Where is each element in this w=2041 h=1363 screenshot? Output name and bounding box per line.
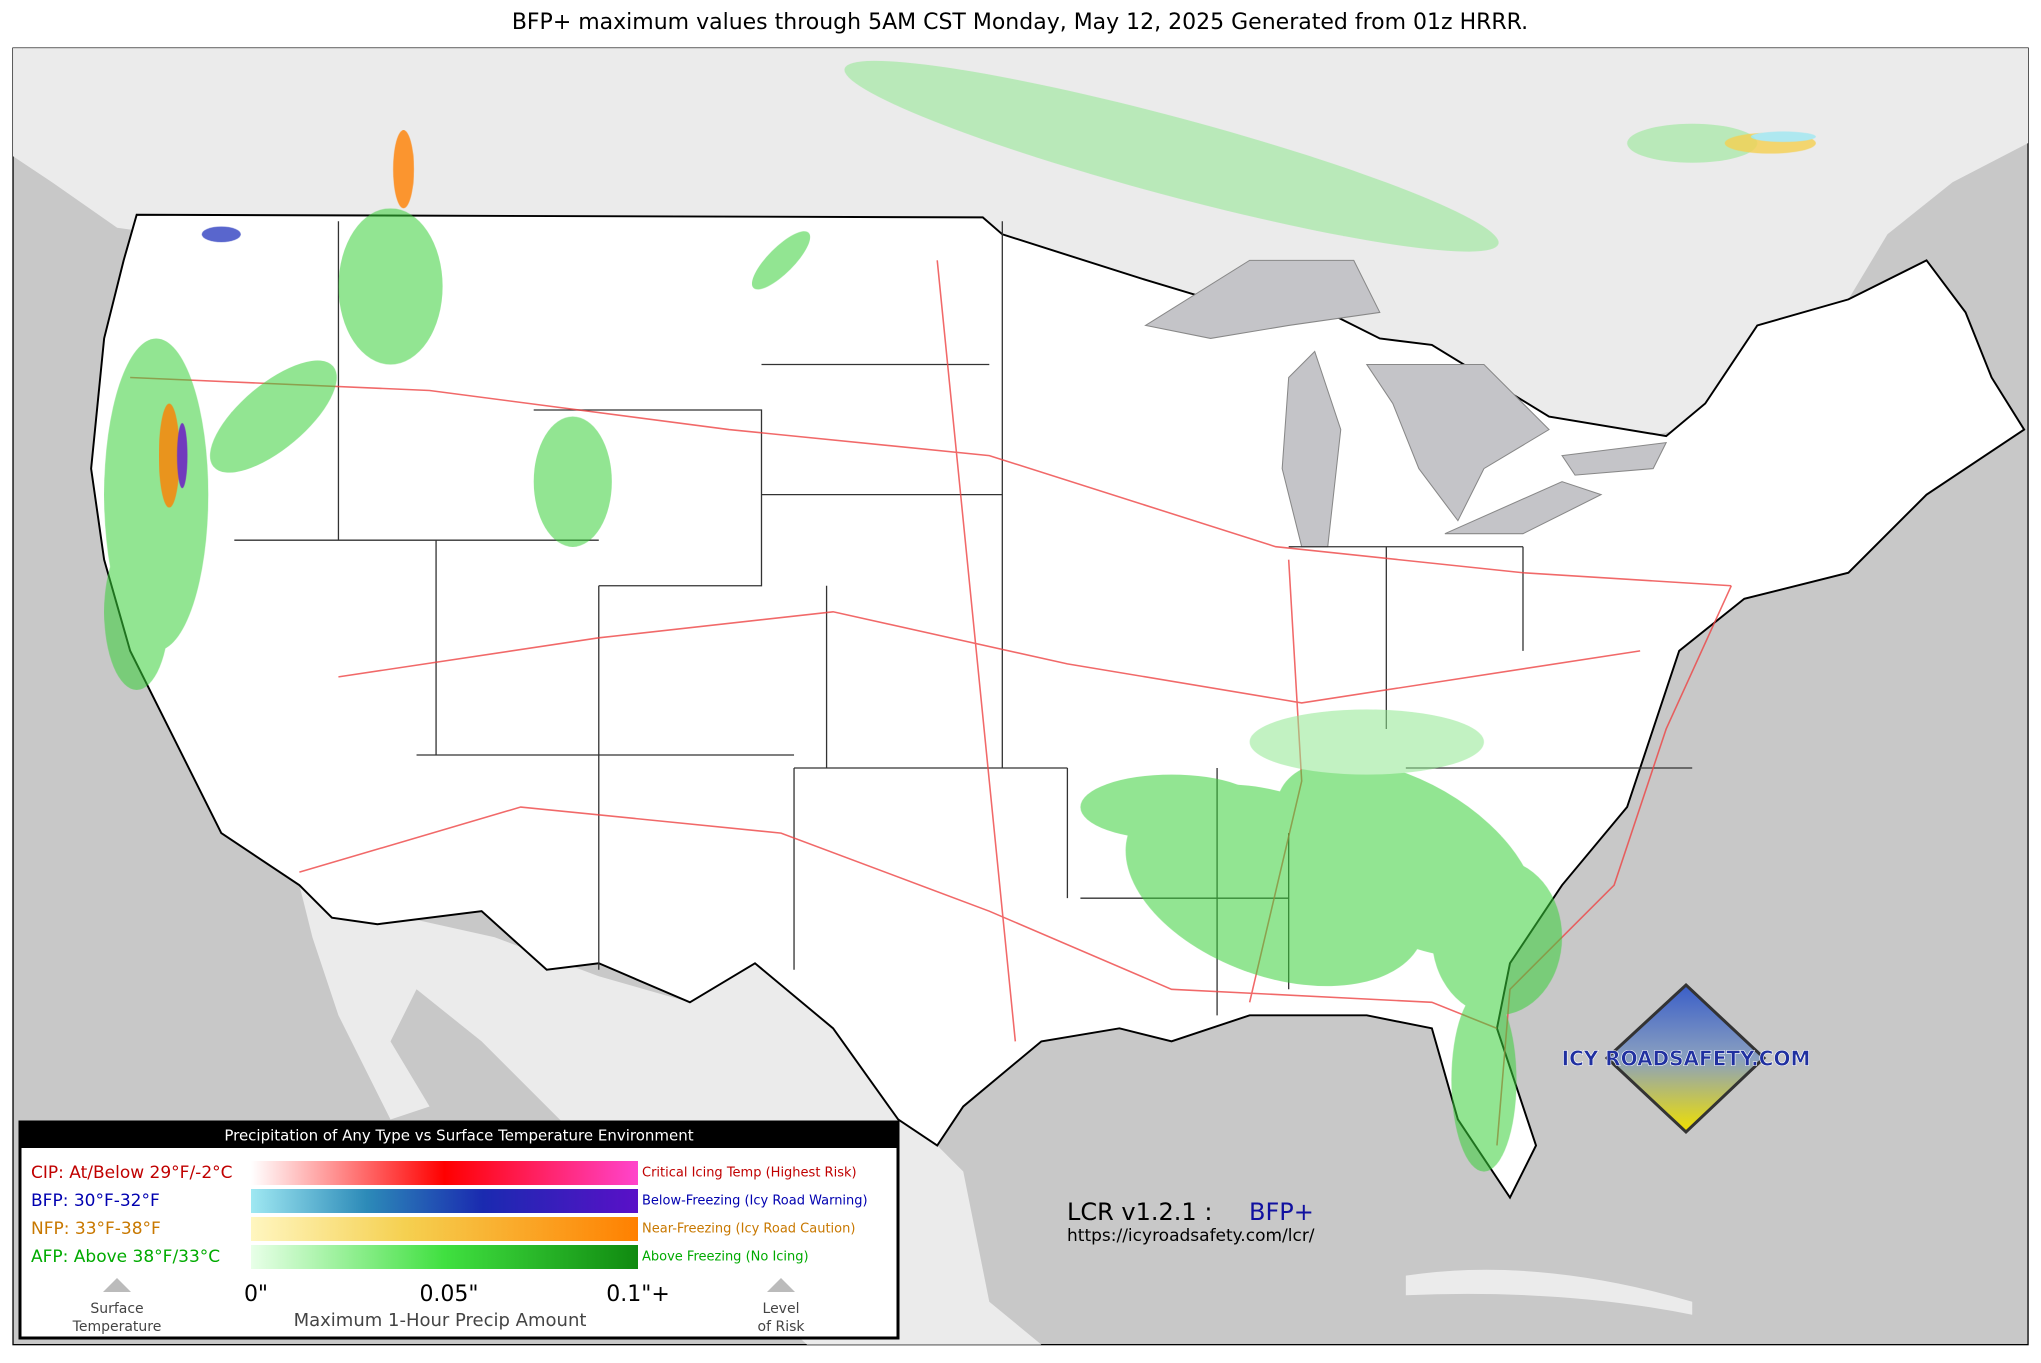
version-label: LCR v1.2.1 :	[1067, 1198, 1212, 1226]
version-url: https://icyroadsafety.com/lcr/	[1067, 1226, 1315, 1246]
legend-title: Precipitation of Any Type vs Surface Tem…	[224, 1127, 693, 1145]
legend-description: Below-Freezing (Icy Road Warning)	[642, 1194, 868, 1209]
scale-label: 0.1"+	[606, 1282, 670, 1307]
legend-swatch	[251, 1189, 638, 1213]
legend-description: Near-Freezing (Icy Road Caution)	[642, 1222, 855, 1237]
precip	[104, 60, 1816, 1172]
legend-label: CIP: At/Below 29°F/-2°C	[31, 1163, 233, 1183]
map-title: BFP+ maximum values through 5AM CST Mond…	[512, 10, 1528, 35]
legend-label: NFP: 33°F-38°F	[31, 1219, 161, 1239]
legend-swatch	[251, 1217, 638, 1241]
legend-swatch	[251, 1245, 638, 1269]
scale-label: 0.05"	[419, 1282, 478, 1307]
legend-description: Critical Icing Temp (Highest Risk)	[642, 1166, 857, 1181]
caption: Temperature	[72, 1319, 162, 1335]
logo-text: ICY ROADSAFETY.COM	[1562, 1047, 1811, 1071]
version-product: BFP+	[1249, 1198, 1314, 1226]
legend: Precipitation of Any Type vs Surface Tem…	[18, 1120, 900, 1340]
legend-label: BFP: 30°F-32°F	[31, 1191, 160, 1211]
cuba	[1405, 1269, 1693, 1315]
legend-swatch	[251, 1161, 638, 1185]
caption: Surface	[90, 1301, 143, 1317]
scale-label: 0"	[244, 1282, 268, 1307]
legend-description: Above Freezing (No Icing)	[642, 1250, 809, 1265]
great-lakes	[1144, 259, 1668, 548]
legend-label: AFP: Above 38°F/33°C	[31, 1247, 220, 1267]
logo: ICY ROADSAFETY.COM	[1561, 982, 1811, 1135]
caption: of Risk	[758, 1319, 806, 1335]
scale-title: Maximum 1-Hour Precip Amount	[294, 1310, 587, 1331]
caption: Level	[763, 1301, 800, 1317]
